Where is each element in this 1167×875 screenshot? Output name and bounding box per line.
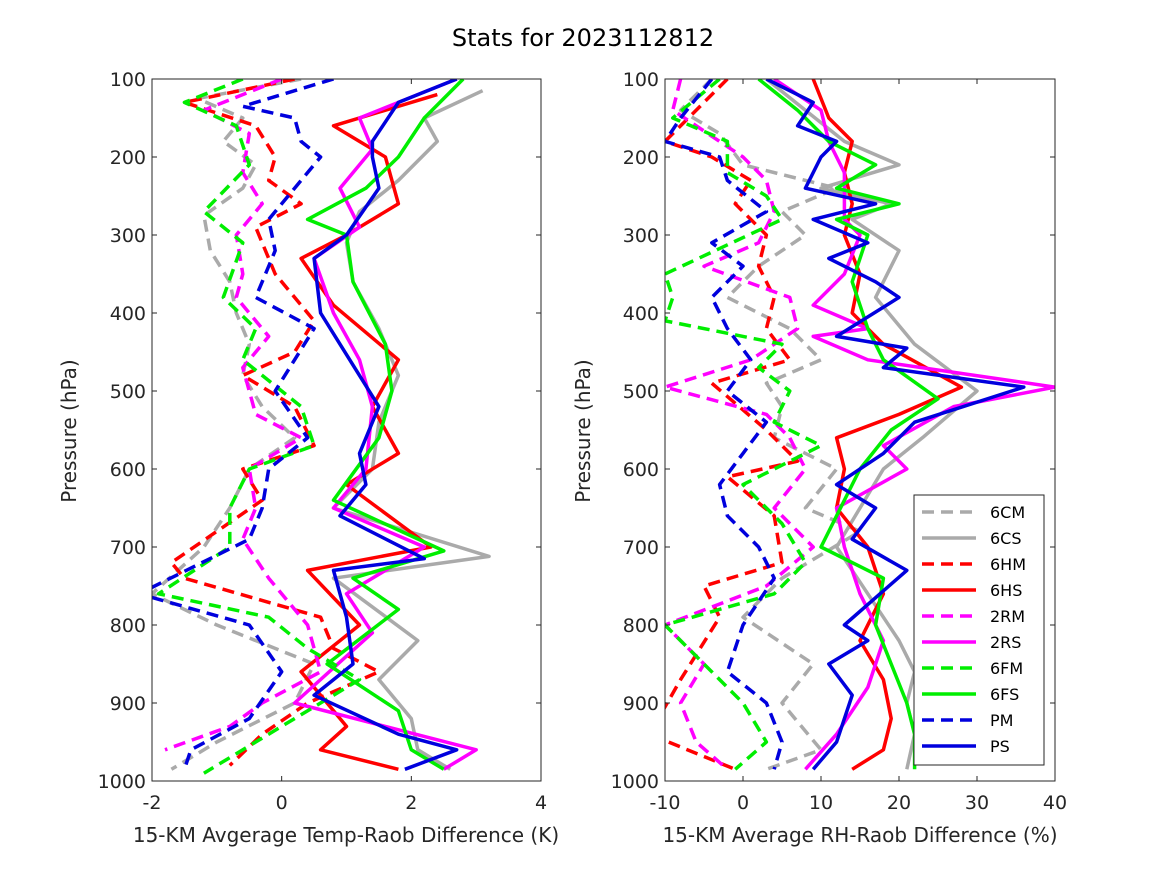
y-tick-label: 800 xyxy=(623,615,659,637)
axes-box xyxy=(664,78,1056,782)
series-line-pm xyxy=(665,79,784,770)
series-line-ps xyxy=(765,79,1026,771)
legend-label-ps: PS xyxy=(990,737,1010,756)
y-tick-label: 700 xyxy=(623,537,659,559)
y-tick-label: 700 xyxy=(110,537,146,559)
y-tick-label: 1000 xyxy=(98,771,146,793)
y-tick-label: 900 xyxy=(623,693,659,715)
series-line-pm xyxy=(152,79,335,770)
series-line-6cm xyxy=(152,79,316,771)
legend-label-6cm: 6CM xyxy=(990,503,1025,522)
y-tick-label: 400 xyxy=(623,303,659,325)
legend-label-6fs: 6FS xyxy=(990,685,1019,704)
legend: 6CM 6CS 6HM 6HS 2RM 2RS 6FM 6FS PM PS xyxy=(913,494,1045,766)
temp-y-axis-label: Pressure (hPa) xyxy=(57,359,81,502)
y-tick-label: 1000 xyxy=(611,771,659,793)
y-tick-label: 200 xyxy=(110,147,146,169)
x-tick-label: 2 xyxy=(405,792,417,814)
series-line-6hm xyxy=(169,79,381,767)
legend-box xyxy=(913,494,1045,766)
series-line-6fs xyxy=(757,79,940,770)
series-line-2rm xyxy=(665,79,815,771)
y-tick-label: 600 xyxy=(623,459,659,481)
y-tick-label: 300 xyxy=(110,225,146,247)
y-tick-label: 100 xyxy=(623,69,659,91)
y-tick-label: 400 xyxy=(110,303,146,325)
y-tick-label: 300 xyxy=(623,225,659,247)
x-tick-label: 4 xyxy=(535,792,547,814)
legend-label-pm: PM xyxy=(990,711,1013,730)
y-tick-label: 600 xyxy=(110,459,146,481)
plot-area xyxy=(665,79,1055,771)
x-tick-label: 0 xyxy=(276,792,288,814)
temp-x-axis-label: 15-KM Avgerage Temp-Raob Difference (K) xyxy=(133,823,559,847)
series-line-6fm xyxy=(156,79,362,775)
legend-label-2rs: 2RS xyxy=(990,633,1021,652)
series-line-6fs xyxy=(305,79,465,771)
rh-y-axis-label: Pressure (hPa) xyxy=(571,359,595,502)
plot-area xyxy=(152,79,491,775)
x-tick-label: -2 xyxy=(143,792,162,814)
series-line-6hs xyxy=(299,92,438,771)
series-line-ps xyxy=(312,79,459,771)
x-tick-label: 10 xyxy=(809,792,833,814)
x-tick-label: 40 xyxy=(1043,792,1067,814)
series-line-2rm xyxy=(164,79,323,752)
legend-label-6fm: 6FM xyxy=(990,659,1023,678)
y-tick-label: 200 xyxy=(623,147,659,169)
x-tick-label: 30 xyxy=(965,792,989,814)
series-line-6cs xyxy=(331,89,491,771)
y-tick-label: 500 xyxy=(623,381,659,403)
y-tick-label: 800 xyxy=(110,615,146,637)
legend-label-6hs: 6HS xyxy=(990,581,1022,600)
x-tick-label: 0 xyxy=(737,792,749,814)
y-tick-label: 100 xyxy=(110,69,146,91)
legend-label-6cs: 6CS xyxy=(990,529,1022,548)
legend-label-6hm: 6HM xyxy=(990,555,1026,574)
temp-difference-panel: 15-KM Avgerage Temp-Raob Difference (K) … xyxy=(57,69,559,847)
rh-x-axis-label: 15-KM Average RH-Raob Difference (%) xyxy=(662,823,1057,847)
legend-label-2rm: 2RM xyxy=(990,607,1025,626)
series-line-2rs xyxy=(292,79,478,771)
series-line-6cm xyxy=(678,79,862,771)
x-tick-label: 20 xyxy=(887,792,911,814)
series-line-6cs xyxy=(765,79,979,770)
axes-box xyxy=(151,78,542,782)
series-line-6hm xyxy=(665,79,800,771)
x-tick-label: -10 xyxy=(649,792,680,814)
series-line-6fm xyxy=(665,79,823,771)
y-tick-label: 900 xyxy=(110,693,146,715)
rh-difference-panel: 15-KM Average RH-Raob Difference (%) Pre… xyxy=(571,69,1067,847)
y-tick-label: 500 xyxy=(110,381,146,403)
chart-title: Stats for 2023112812 xyxy=(452,24,714,52)
